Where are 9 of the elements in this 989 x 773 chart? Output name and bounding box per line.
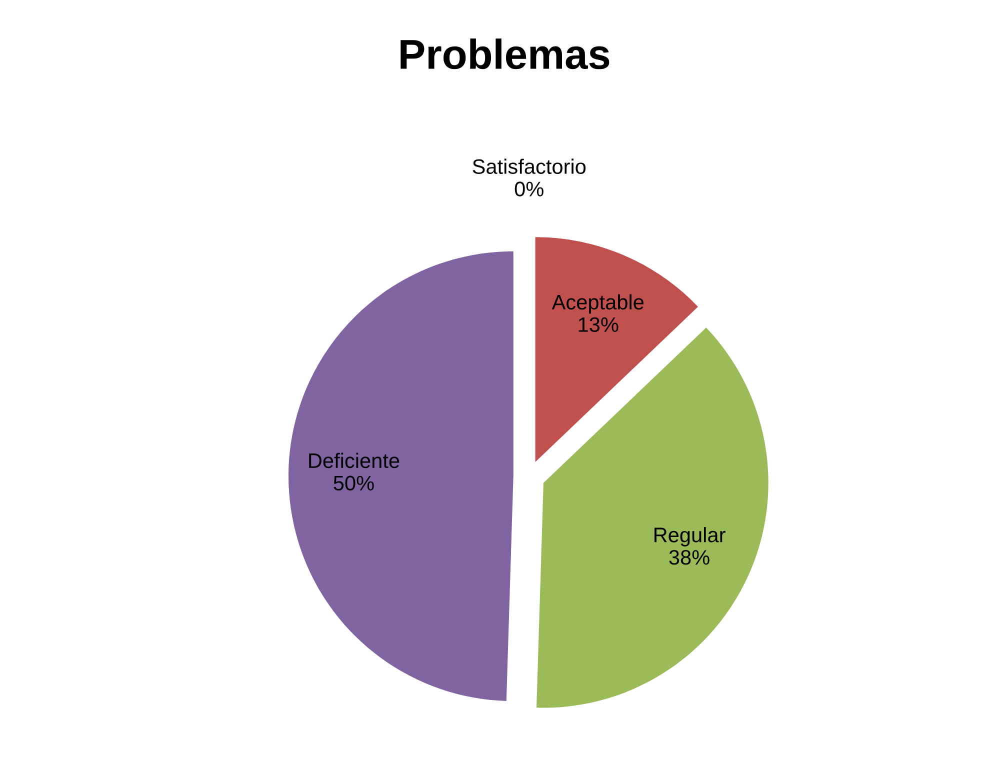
slice-label: Aceptable: [552, 294, 644, 314]
text: 0%: [514, 182, 544, 196]
data-label: 38%: [669, 550, 710, 565]
slice-label: Regular: [654, 527, 726, 546]
chart-title: Problemas: [400, 38, 610, 70]
data-label: 13%: [578, 317, 618, 332]
slice-label: Deficiente: [309, 452, 400, 468]
category-label: Satisfactorio: [472, 158, 586, 174]
data-label: 50%: [334, 476, 374, 491]
